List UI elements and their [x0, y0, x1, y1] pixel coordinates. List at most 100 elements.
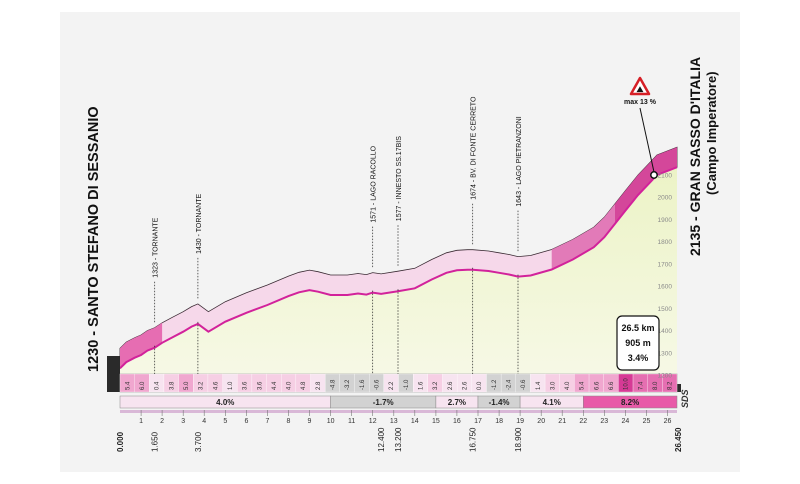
- grade-strip-label: -1.2: [492, 379, 498, 390]
- grade-strip-label: 6.6: [609, 381, 615, 390]
- finish-block: [677, 384, 681, 392]
- grade-strip-label: 2.6: [448, 381, 454, 390]
- waypoint-label: 1430 - TORNANTE: [196, 194, 203, 254]
- km-tick-label: 18: [495, 418, 503, 425]
- km-mark-label: 16.750: [469, 427, 478, 452]
- waypoint-label: 1643 - LAGO PIETRANZONI: [516, 116, 523, 206]
- km-tick-label: 10: [327, 418, 335, 425]
- km-tick-label: 11: [348, 418, 355, 425]
- grade-strip-label: 4.8: [301, 381, 307, 390]
- start-title: 1230 - SANTO STEFANO DI SESSANIO: [86, 106, 102, 372]
- grade-strip-label: -2.4: [506, 379, 512, 390]
- grade-strip-label: 8.0: [653, 381, 659, 390]
- elevation-tick-label: 1900: [658, 217, 673, 224]
- grade-strip-label: 3.2: [199, 381, 205, 390]
- grade-strip-label: -1.6: [360, 379, 366, 390]
- segment-bar: 4.0% -1.7% 2.7% -1.4% 4.1% 8.2%: [119, 395, 678, 409]
- grade-strip-label: 6.6: [594, 381, 600, 390]
- grade-strip-label: -1.0: [404, 379, 410, 390]
- km-tick-label: 21: [558, 418, 566, 425]
- km-tick-label: 25: [643, 418, 651, 425]
- km-tick-label: 13: [390, 418, 398, 425]
- segment-grade-label: 4.1%: [543, 398, 561, 407]
- summary-frame: [616, 315, 660, 371]
- profile-line: [119, 166, 678, 370]
- summary-elevation: 905 m: [625, 338, 651, 348]
- waypoint-label: 1323 - TORNANTE: [153, 217, 160, 277]
- elevation-tick-label: 1300: [658, 350, 673, 357]
- max-grade-sign: ⛰ max 13 %: [624, 76, 658, 179]
- warning-triangle-icon: [629, 76, 651, 96]
- km-tick-label: 8: [287, 418, 291, 425]
- elevation-axis: 1200 1300 1400 1500 1600 1700 1800 1900 2000 2100: [658, 173, 673, 380]
- ribbon-climb-mid: [551, 203, 615, 270]
- grade-strip-label: 2.8: [316, 381, 322, 390]
- grade-strip-label: 3.6: [243, 381, 249, 390]
- grade-strip-label: -0.6: [375, 379, 381, 390]
- km-tick-label: 5: [223, 418, 227, 425]
- km-baseline: [120, 410, 677, 413]
- waypoint-label: 1571 - LAGO RACOLLO: [371, 145, 378, 222]
- km-tick-label: 17: [474, 418, 482, 425]
- segment-grade-label: 2.7%: [448, 398, 466, 407]
- brand-logo: SDS: [680, 389, 690, 408]
- start-block: [107, 356, 120, 392]
- segment-band: [583, 395, 678, 409]
- km-tick-label: 14: [411, 418, 419, 425]
- grade-strip-label: -3.2: [345, 379, 351, 390]
- km-tick-label: 20: [537, 418, 545, 425]
- km-tick-label: 26: [664, 418, 672, 425]
- km-mark-label: 1.650: [151, 431, 160, 452]
- segment-grade-label: -1.4%: [489, 398, 510, 407]
- km-tick-label: 23: [600, 418, 608, 425]
- summary-grade: 3.4%: [628, 353, 649, 363]
- start-km-label: 0.000: [116, 431, 125, 452]
- waypoint-label: 1577 - INNESTO SS.17BIS: [396, 136, 403, 221]
- grade-strip-label: 0.0: [477, 381, 483, 390]
- grade-strip-label: 5.4: [125, 381, 131, 390]
- grade-strip-label: 10.0: [624, 378, 630, 390]
- finish-subtitle: (Campo Imperatore): [704, 71, 719, 195]
- km-tick-label: 7: [265, 418, 269, 425]
- grade-strip-label: 4.6: [213, 381, 219, 390]
- summary-distance: 26.5 km: [621, 323, 654, 333]
- grade-strip-label: -0.6: [521, 379, 527, 390]
- grade-strip-label: 3.0: [550, 381, 556, 390]
- max-grade-point: [650, 171, 658, 179]
- elevation-tick-label: 1500: [658, 306, 673, 313]
- ribbon-steep-start: [120, 322, 163, 369]
- elevation-tick-label: 1400: [658, 328, 673, 335]
- elevation-tick-label: 1800: [658, 239, 673, 246]
- km-tick-label: 19: [516, 418, 524, 425]
- finish-km-label: 26.450: [674, 427, 683, 452]
- grade-strip-label: 4.0: [287, 381, 293, 390]
- grade-strip-label: 2.6: [463, 381, 469, 390]
- km-mark-label: 18.900: [514, 427, 523, 452]
- km-tick-label: 24: [622, 418, 630, 425]
- grade-strip-label: 0.4: [155, 381, 161, 390]
- waypoint-markers: 1323 - TORNANTE 1430 - TORNANTE 1571 - LAG…: [153, 96, 523, 374]
- elevation-tick-label: 1200: [658, 373, 673, 380]
- km-tick-label: 1: [139, 418, 143, 425]
- km-tick-label: 12: [369, 418, 377, 425]
- grade-strip-label: 4.0: [565, 381, 571, 390]
- warning-glyph: ⛰: [636, 85, 644, 94]
- max-grade-label: max 13 %: [624, 99, 657, 106]
- grade-strip-label: 3.8: [169, 381, 175, 390]
- finish-title: 2135 - GRAN SASSO D'ITALIA: [687, 57, 703, 256]
- km-tick-label: 16: [453, 418, 461, 425]
- grade-strip-label: 3.6: [257, 381, 263, 390]
- grade-strip: 5.4 6.0 0.4 3.8 5.0 3.2 4.6 1.0 3.6 3.6 4.4 4.0 4.8 2…: [119, 373, 678, 393]
- grade-strip-label: 5.4: [580, 381, 586, 390]
- km-tick-label: 22: [579, 418, 587, 425]
- grade-strip-label: 1.4: [536, 381, 542, 390]
- summary-box: 26.5 km 905 m 3.4%: [616, 315, 660, 371]
- km-mark-label: 3.700: [194, 431, 203, 452]
- km-tick-label: 3: [181, 418, 185, 425]
- grade-strip-label: -4.8: [331, 379, 337, 390]
- elevation-tick-label: 1700: [658, 261, 673, 268]
- grade-strip-label: 2.2: [389, 381, 395, 390]
- waypoint-label: 1674 - BV. DI FONTE CERRETO: [471, 96, 478, 200]
- max-grade-leader: [639, 107, 655, 173]
